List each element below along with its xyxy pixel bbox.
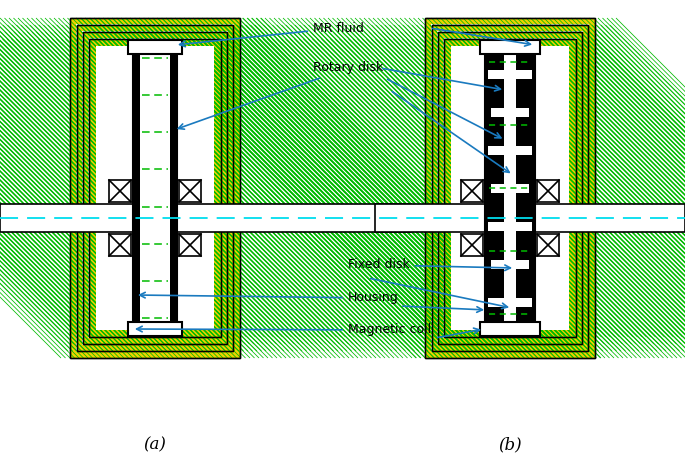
Bar [82, 31, 228, 345]
Bar [88, 38, 222, 338]
Bar [179, 234, 201, 256]
Bar [504, 52, 516, 324]
Text: Rotary disk: Rotary disk [178, 62, 383, 129]
Bar [438, 32, 582, 344]
Bar [485, 40, 535, 336]
Bar [83, 32, 227, 344]
Bar [128, 322, 182, 336]
Bar [70, 18, 240, 358]
Bar [444, 39, 576, 337]
Bar [491, 260, 529, 269]
Bar [70, 18, 240, 358]
Bar [77, 25, 233, 351]
Bar [488, 298, 532, 307]
Bar [461, 180, 483, 202]
Bar [488, 222, 532, 230]
Bar [176, 204, 411, 232]
Text: Housing: Housing [140, 292, 399, 304]
Bar [488, 145, 532, 154]
Bar [444, 39, 576, 337]
Text: (b): (b) [498, 436, 522, 453]
Bar [128, 40, 182, 54]
Bar [77, 25, 233, 351]
Bar [140, 52, 170, 324]
Bar [432, 25, 588, 351]
Text: Magnetic coil: Magnetic coil [136, 324, 431, 336]
Text: (a): (a) [144, 436, 166, 453]
Bar [491, 107, 529, 117]
Bar [443, 38, 577, 338]
Bar [89, 39, 221, 337]
Bar [109, 180, 131, 202]
Bar [76, 24, 234, 352]
Bar [109, 234, 131, 256]
Bar [96, 46, 214, 330]
Bar [425, 18, 595, 358]
Bar [437, 31, 583, 345]
Bar [480, 40, 540, 54]
Bar [537, 180, 559, 202]
Bar [375, 204, 486, 232]
Bar [179, 180, 201, 202]
Bar [488, 69, 532, 79]
Bar [83, 32, 227, 344]
Bar [461, 234, 483, 256]
Bar [480, 322, 540, 336]
Bar [0, 204, 134, 232]
Bar [438, 32, 582, 344]
Bar [89, 39, 221, 337]
Bar [425, 18, 595, 358]
Bar [451, 46, 569, 330]
Bar [431, 24, 589, 352]
Bar [133, 40, 177, 336]
Text: MR fluid: MR fluid [179, 21, 364, 47]
Text: Fixed disk: Fixed disk [348, 259, 510, 271]
Bar [534, 204, 685, 232]
Bar [537, 234, 559, 256]
Bar [491, 184, 529, 192]
Bar [432, 25, 588, 351]
